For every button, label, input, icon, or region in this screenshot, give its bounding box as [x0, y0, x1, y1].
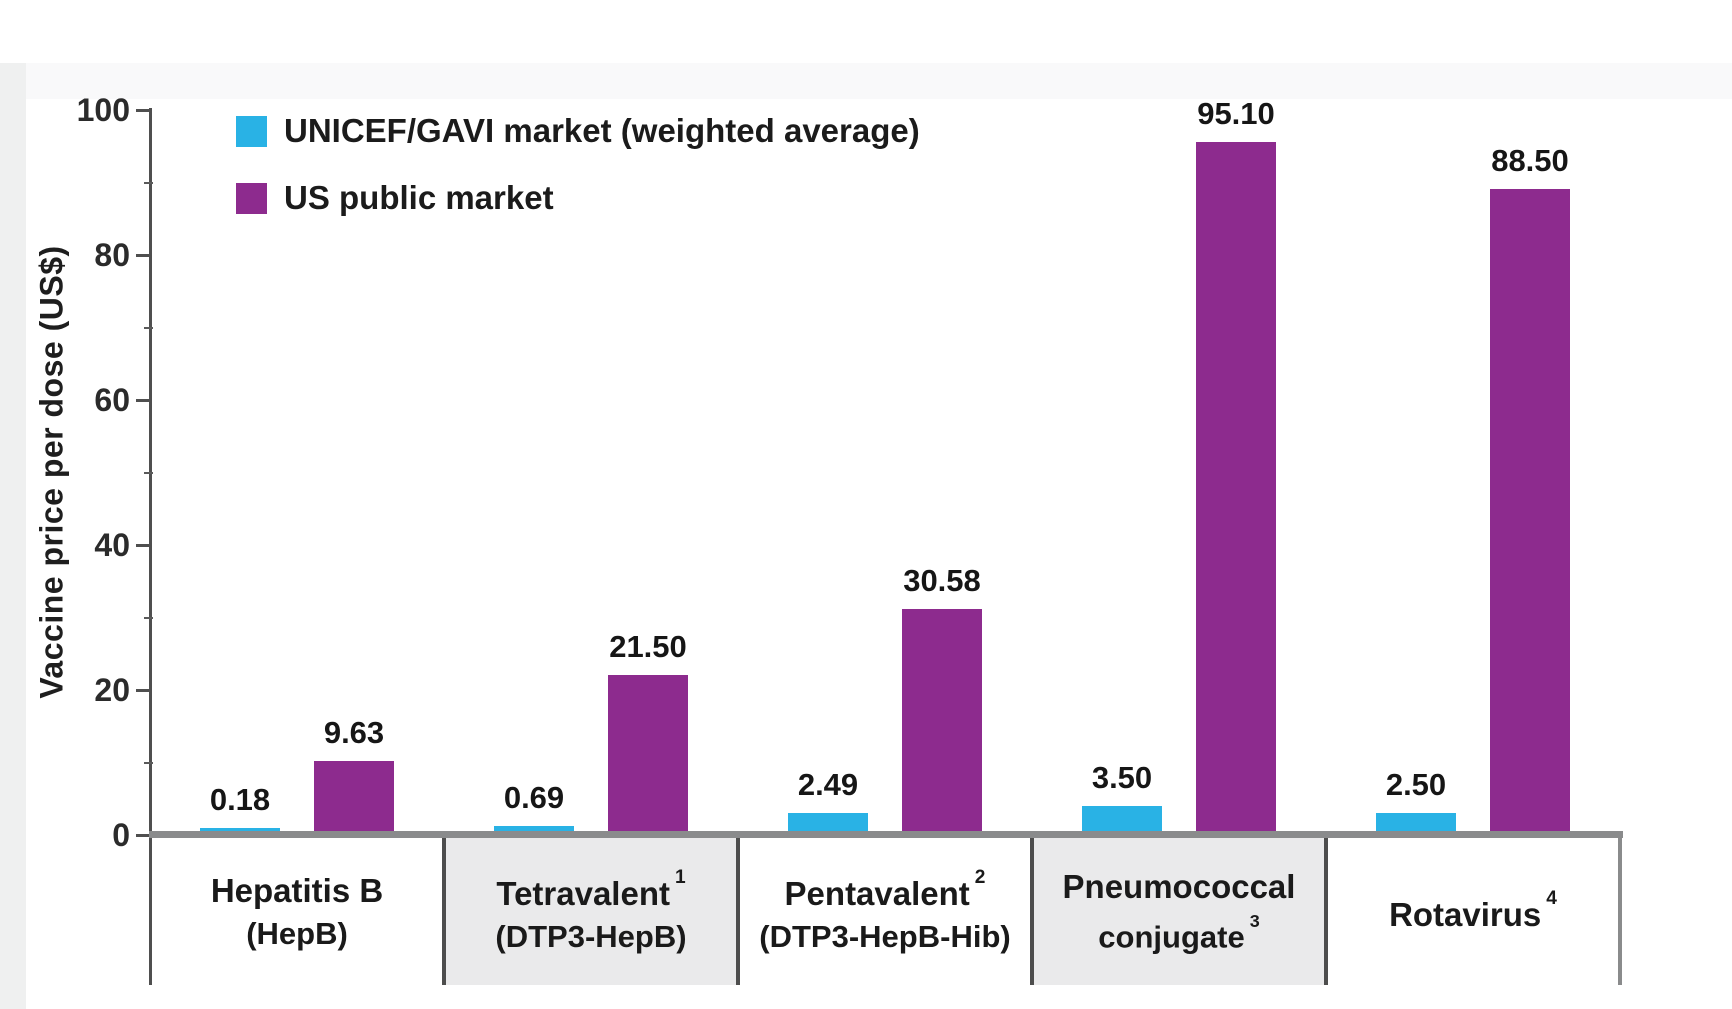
legend-label: UNICEF/GAVI market (weighted average): [284, 112, 920, 149]
legend-swatch: [236, 182, 267, 214]
bar-value-label: 2.49: [797, 767, 859, 802]
y-minor-tick-mark: [144, 182, 153, 184]
footnote-marker: 3: [1249, 910, 1260, 931]
category-divider: [1030, 838, 1034, 985]
category-label: Rotavirus 4: [1389, 887, 1557, 933]
legend-item: US public market: [236, 179, 554, 216]
category-label: Pentavalent 2: [784, 866, 986, 912]
bar-unicef-gavi: [200, 828, 280, 831]
bar-value-label: 21.50: [609, 629, 687, 664]
legend-label: US public market: [284, 179, 554, 216]
bar-value-label: 30.58: [903, 563, 981, 598]
category-sublabel: (DTP3-HepB-Hib): [759, 918, 1011, 954]
y-tick-mark: [136, 109, 150, 112]
y-tick-label: 40: [94, 527, 130, 563]
y-tick-label: 0: [112, 817, 130, 853]
y-minor-tick-mark: [144, 617, 153, 619]
bar-us-public: [1196, 142, 1276, 831]
y-tick-mark: [136, 834, 150, 837]
legend-item: UNICEF/GAVI market (weighted average): [236, 112, 920, 149]
category-label: Tetravalent 1: [496, 866, 686, 912]
bar-value-label: 3.50: [1091, 760, 1153, 795]
bar-us-public: [902, 609, 982, 831]
y-minor-tick-mark: [144, 472, 153, 474]
y-minor-tick-mark: [144, 762, 153, 764]
category-label: Pneumococcal: [1062, 867, 1296, 905]
page-top-band: [26, 63, 1732, 99]
category-sublabel: (HepB): [246, 915, 348, 951]
footnote-marker: 1: [674, 866, 686, 888]
y-tick-label: 100: [76, 92, 130, 128]
bar-value-label: 9.63: [323, 715, 385, 750]
category-divider: [1324, 838, 1328, 985]
bar-value-label: 88.50: [1491, 143, 1569, 178]
category-right-border: [1618, 838, 1622, 985]
footnote-marker: 4: [1546, 887, 1557, 909]
category-box: Tetravalent 1 (DTP3-HepB): [444, 838, 738, 985]
bar-value-label: 0.69: [503, 780, 565, 815]
y-tick-mark: [136, 689, 150, 692]
category-sublabel: (DTP3-HepB): [495, 918, 687, 954]
bar-us-public: [314, 761, 394, 831]
y-tick-mark: [136, 399, 150, 402]
category-label: Hepatitis B: [210, 871, 384, 909]
bar-unicef-gavi: [788, 813, 868, 831]
bar-value-label: 2.50: [1385, 767, 1447, 802]
y-axis-line: [149, 108, 152, 985]
bar-unicef-gavi: [1376, 813, 1456, 831]
category-divider: [736, 838, 740, 985]
bar-us-public: [1490, 189, 1570, 831]
category-box: Pneumococcal conjugate 3: [1032, 838, 1326, 985]
x-axis-baseline: [149, 831, 1623, 838]
bar-us-public: [608, 675, 688, 831]
bar-unicef-gavi: [1082, 806, 1162, 831]
bar-value-label: 0.18: [209, 782, 271, 817]
legend-swatch: [236, 115, 267, 147]
category-divider: [442, 838, 446, 985]
footnote-marker: 2: [974, 866, 986, 888]
y-tick-label: 80: [94, 237, 130, 273]
category-box: Rotavirus 4: [1326, 838, 1620, 985]
y-axis-title: Vaccine price per dose (US$): [33, 245, 70, 699]
bar-value-label: 95.10: [1197, 96, 1275, 131]
y-tick-label: 20: [94, 672, 130, 708]
category-sublabel: conjugate 3: [1098, 910, 1260, 955]
y-tick-label: 60: [94, 382, 130, 418]
page-margin-strip: [0, 63, 26, 1009]
y-tick-mark: [136, 544, 150, 547]
bar-unicef-gavi: [494, 826, 574, 831]
category-box: Hepatitis B (HepB): [150, 838, 444, 985]
y-minor-tick-mark: [144, 327, 153, 329]
y-tick-mark: [136, 254, 150, 257]
category-box: Pentavalent 2 (DTP3-HepB-Hib): [738, 838, 1032, 985]
